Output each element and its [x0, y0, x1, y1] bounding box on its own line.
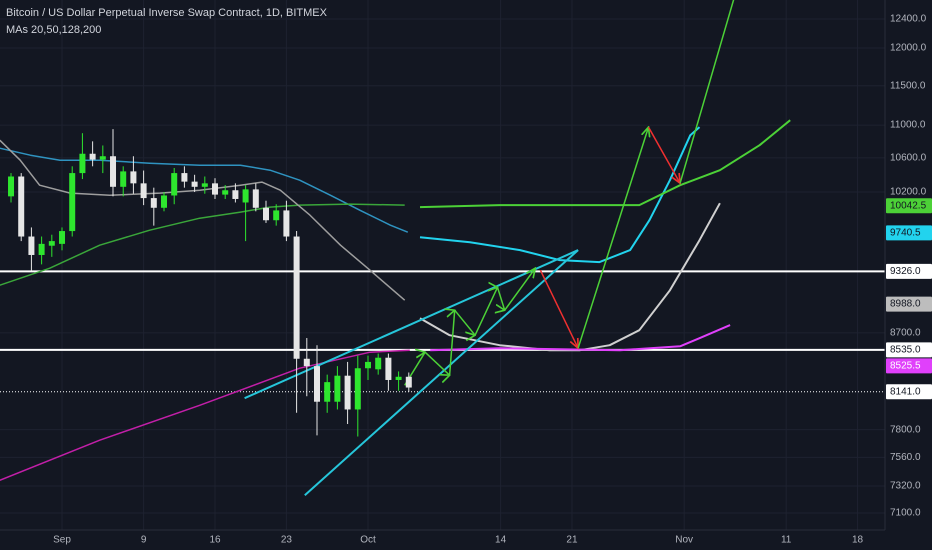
candle-body — [38, 243, 45, 255]
candle-body — [313, 366, 320, 402]
candle-body — [150, 198, 157, 208]
y-tick-label: 7320.0 — [890, 481, 921, 492]
line-series — [0, 147, 409, 233]
candle-body — [405, 376, 412, 388]
x-tick-label: 21 — [566, 535, 578, 546]
y-tick-label: 12400.0 — [890, 14, 927, 25]
price-badge — [886, 263, 932, 279]
y-tick-label: 11500.0 — [890, 80, 926, 91]
candle-body — [120, 171, 127, 187]
arrow-drawing — [577, 127, 648, 349]
line-series — [0, 349, 410, 481]
x-tick-label: 23 — [281, 535, 293, 546]
candle-body — [161, 195, 168, 208]
candle-body — [273, 210, 280, 221]
candle-body — [8, 176, 15, 197]
candle-body — [201, 183, 208, 187]
candle-body — [99, 156, 106, 160]
y-tick-label: 7800.0 — [890, 424, 921, 435]
candle-body — [212, 183, 219, 195]
line-series — [679, 0, 735, 184]
candle-body — [222, 190, 229, 195]
x-tick-label: 9 — [141, 535, 147, 546]
candle-body — [191, 181, 198, 187]
candle-body — [262, 207, 269, 221]
candle-body — [395, 376, 402, 380]
price-badge-label: 8141.0 — [890, 386, 921, 397]
x-tick-label: Nov — [675, 535, 693, 546]
candle-body — [385, 357, 392, 380]
candle-body — [69, 173, 76, 232]
chart-subtitle: MAs 20,50,128,200 — [6, 24, 101, 36]
candle-body — [130, 171, 137, 184]
candle-body — [334, 375, 341, 402]
price-badge — [886, 296, 932, 312]
candle-body — [89, 153, 96, 160]
x-tick-label: Sep — [53, 535, 71, 546]
y-tick-label: 12000.0 — [890, 43, 927, 54]
price-badge-label: 9740.5 — [890, 227, 921, 238]
price-badge — [886, 384, 932, 400]
candle-body — [48, 241, 55, 246]
line-series — [0, 203, 405, 286]
price-badge — [886, 342, 932, 358]
x-tick-label: 16 — [209, 535, 221, 546]
x-tick-label: 14 — [495, 535, 507, 546]
y-tick-label: 7560.0 — [890, 452, 921, 463]
x-tick-label: 18 — [852, 535, 864, 546]
y-tick-label: 8700.0 — [890, 328, 921, 339]
candle-body — [140, 183, 147, 199]
price-badge-label: 9326.0 — [890, 266, 921, 277]
y-tick-label: 7100.0 — [890, 508, 921, 519]
y-tick-label: 10600.0 — [890, 153, 927, 164]
price-badge — [886, 358, 932, 374]
price-badge — [886, 225, 932, 241]
y-tick-label: 10200.0 — [890, 187, 927, 198]
candle-body — [232, 190, 239, 199]
x-tick-label: Oct — [360, 535, 376, 546]
candle-body — [242, 189, 249, 203]
line-series — [0, 139, 406, 301]
price-badge-label: 8535.0 — [890, 345, 921, 356]
candle-body — [283, 210, 290, 237]
candle-body — [293, 236, 300, 359]
x-tick-label: 11 — [781, 535, 792, 546]
candle-body — [252, 189, 259, 208]
candle-body — [344, 375, 351, 410]
price-badge-label: 10042.5 — [890, 200, 927, 211]
arrow-drawing — [647, 126, 681, 183]
price-badge-label: 8988.0 — [890, 299, 921, 310]
line-series — [419, 126, 701, 264]
y-tick-label: 11000.0 — [890, 120, 926, 131]
candle-body — [59, 231, 66, 244]
plot-area — [0, 0, 885, 530]
candle-body — [303, 358, 310, 367]
candle-body — [171, 173, 178, 196]
candle-body — [181, 173, 188, 182]
candle-body — [364, 361, 371, 369]
candle-body — [324, 382, 331, 402]
candle-body — [354, 368, 361, 410]
candle-body — [18, 176, 25, 237]
price-badge-label: 8525.5 — [890, 361, 921, 372]
candle-body — [375, 357, 382, 370]
price-badge — [886, 198, 932, 214]
candle-body — [110, 156, 117, 187]
line-series — [419, 119, 791, 209]
arrow-drawing — [404, 268, 536, 386]
chart-title: Bitcoin / US Dollar Perpetual Inverse Sw… — [6, 7, 328, 19]
arrow-drawing — [539, 269, 578, 348]
candle-body — [79, 153, 86, 174]
candle-body — [28, 236, 35, 255]
axes: 12400.0 12000.0 11500.0 11000.0 10600.0 10200… — [53, 14, 932, 546]
